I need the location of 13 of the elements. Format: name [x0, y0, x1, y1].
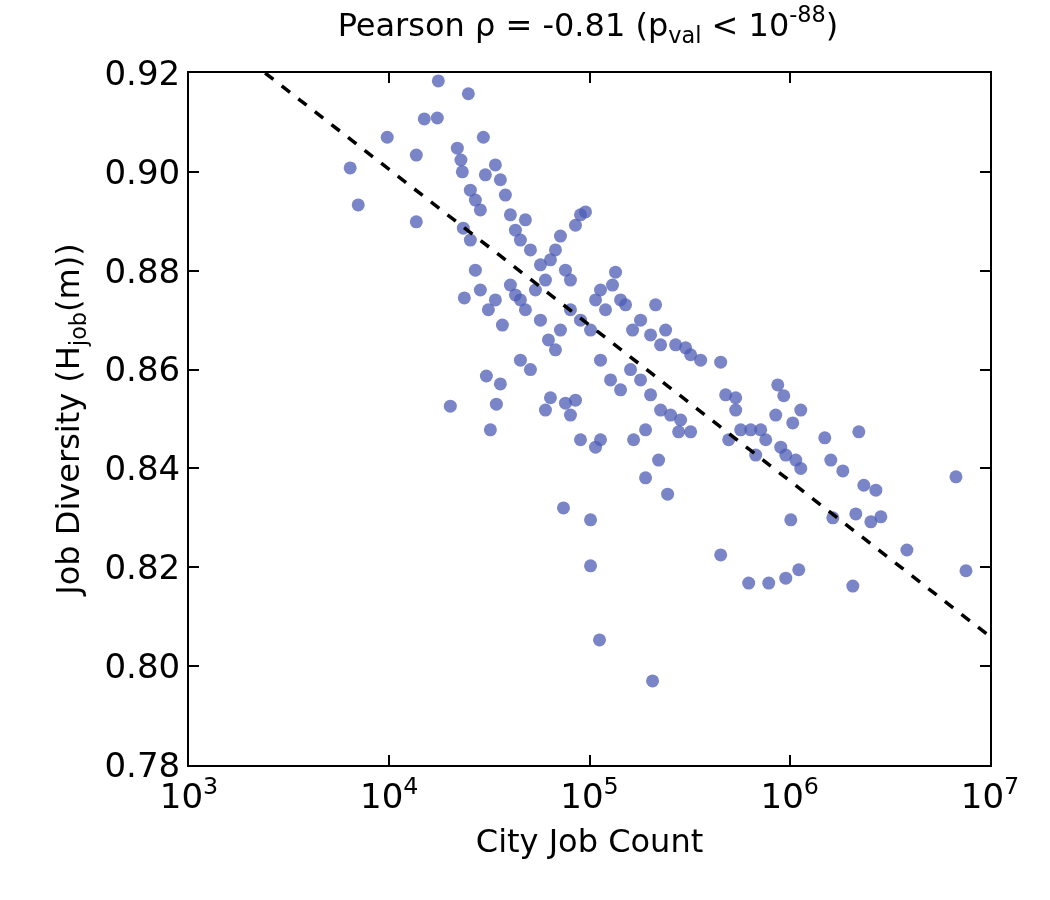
y-tick-label: 0.90 [104, 151, 181, 192]
x-tick-label: 10$^{7}$ [960, 771, 1020, 816]
chart-title: Pearson ρ = -0.81 (p$_{val}$ < 10$^{-88}$) [337, 1, 839, 48]
x-tick-label: 10$^{5}$ [560, 771, 619, 816]
y-tick-label: 0.86 [104, 349, 181, 390]
y-tick-label: 0.88 [104, 250, 181, 291]
y-tick-label: 0.92 [104, 52, 181, 93]
y-tick-label: 0.84 [104, 448, 181, 489]
x-axis-title: City Job Count [475, 822, 704, 861]
x-tick-label: 10$^{6}$ [760, 771, 819, 816]
y-tick-label: 0.80 [104, 646, 181, 687]
y-tick-label: 0.82 [104, 547, 181, 588]
x-tick-label: 10$^{4}$ [360, 771, 419, 816]
